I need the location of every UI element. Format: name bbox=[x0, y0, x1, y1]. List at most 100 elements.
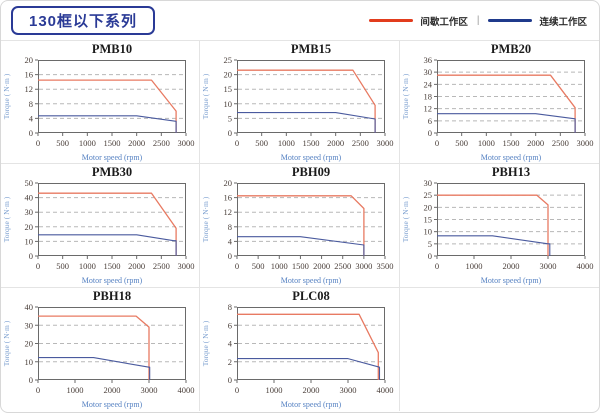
chart-title: PMB15 bbox=[291, 42, 331, 56]
y-tick-label: 12 bbox=[223, 208, 232, 218]
y-tick-label: 20 bbox=[24, 222, 33, 232]
y-tick-label: 20 bbox=[423, 203, 432, 213]
plot-frame bbox=[37, 307, 186, 381]
x-tick-label: 0 bbox=[235, 385, 239, 395]
plot-frame bbox=[436, 60, 585, 134]
chart-title: PLC08 bbox=[292, 289, 330, 303]
intermittent-legend-label: 间歇工作区 bbox=[420, 16, 468, 28]
y-tick-label: 30 bbox=[423, 67, 432, 77]
y-tick-label: 25 bbox=[423, 191, 432, 201]
x-tick-label: 2000 bbox=[313, 261, 330, 271]
x-tick-label: 1500 bbox=[302, 138, 319, 148]
plot-frame bbox=[236, 307, 385, 381]
chart-plot-pmb15: PMB15 0 5 10 15 20 25 0 500 1000 1500 2000 2500 3000 M… bbox=[201, 42, 394, 162]
continuous-curve bbox=[37, 115, 177, 134]
chart-title: PBH18 bbox=[93, 289, 131, 303]
x-tick-label: 2000 bbox=[128, 261, 145, 271]
x-tick-label: 3000 bbox=[576, 138, 593, 148]
chart-plot-pbh09: PBH09 0 4 8 12 16 20 0 500 1000 1500 2000 2500 3000 35… bbox=[201, 165, 394, 285]
y-axis-label: Torque ( N·m ) bbox=[401, 73, 410, 119]
y-tick-label: 0 bbox=[428, 128, 432, 138]
chart-cell-pmb10: PMB10 0 4 8 12 16 20 0 500 1000 1500 2000 2500 3000 Mo… bbox=[1, 41, 201, 165]
header: 130框以下系列 间歇工作区 | 连续工作区 bbox=[1, 1, 599, 41]
y-tick-label: 36 bbox=[423, 55, 432, 65]
x-tick-label: 2500 bbox=[352, 138, 369, 148]
x-tick-label: 4000 bbox=[177, 385, 194, 395]
x-tick-label: 500 bbox=[252, 261, 265, 271]
chart-plot-plc08: PLC08 0 2 4 6 8 0 1000 2000 3000 4000 Motor speed (… bbox=[201, 289, 394, 409]
y-tick-label: 8 bbox=[228, 222, 232, 232]
x-axis-label: Motor speed (rpm) bbox=[281, 276, 342, 285]
chart-title: PBH09 bbox=[292, 165, 330, 179]
x-tick-label: 0 bbox=[235, 138, 239, 148]
x-tick-label: 1500 bbox=[502, 138, 519, 148]
x-tick-label: 2000 bbox=[502, 261, 519, 271]
plot-frame bbox=[236, 60, 385, 134]
continuous-curve bbox=[436, 113, 576, 134]
intermittent-curve bbox=[436, 195, 549, 257]
y-tick-label: 40 bbox=[24, 302, 33, 312]
x-tick-label: 0 bbox=[435, 138, 439, 148]
x-tick-label: 3000 bbox=[355, 261, 372, 271]
y-tick-label: 25 bbox=[223, 55, 232, 65]
y-tick-label: 16 bbox=[223, 193, 232, 203]
chart-cell-pmb20: PMB20 0 6 12 18 24 30 36 0 500 1000 1500 2000 2500 300… bbox=[399, 41, 599, 165]
x-tick-label: 500 bbox=[255, 138, 268, 148]
y-tick-label: 30 bbox=[423, 178, 432, 188]
y-tick-label: 6 bbox=[228, 321, 232, 331]
y-tick-label: 5 bbox=[428, 239, 432, 249]
chart-cell-plc08: PLC08 0 2 4 6 8 0 1000 2000 3000 4000 Motor speed (… bbox=[200, 287, 400, 411]
y-axis-label: Torque ( N·m ) bbox=[401, 197, 410, 243]
x-tick-label: 1500 bbox=[103, 138, 120, 148]
x-tick-label: 0 bbox=[435, 261, 439, 271]
x-tick-label: 2000 bbox=[527, 138, 544, 148]
plot-frame bbox=[37, 60, 186, 134]
chart-title: PMB30 bbox=[92, 165, 132, 179]
continuous-line-swatch bbox=[488, 19, 533, 22]
y-tick-label: 2 bbox=[228, 357, 232, 367]
x-axis-label: Motor speed (rpm) bbox=[281, 153, 342, 162]
x-tick-label: 1500 bbox=[292, 261, 309, 271]
x-tick-label: 3500 bbox=[376, 261, 393, 271]
y-tick-label: 20 bbox=[223, 70, 232, 80]
y-tick-label: 4 bbox=[228, 237, 233, 247]
x-tick-label: 2000 bbox=[302, 385, 319, 395]
y-tick-label: 0 bbox=[228, 128, 232, 138]
legend: 间歇工作区 | 连续工作区 bbox=[369, 14, 587, 28]
x-tick-label: 3000 bbox=[339, 385, 356, 395]
x-tick-label: 3000 bbox=[539, 261, 556, 271]
x-axis-label: Motor speed (rpm) bbox=[81, 276, 142, 285]
x-axis-label: Motor speed (rpm) bbox=[281, 400, 342, 409]
y-tick-label: 0 bbox=[28, 251, 32, 261]
intermittent-curve bbox=[236, 313, 379, 381]
y-tick-label: 30 bbox=[24, 321, 33, 331]
x-tick-label: 2500 bbox=[552, 138, 569, 148]
page-title-text: 130框以下系列 bbox=[29, 13, 138, 30]
chart-plot-pmb20: PMB20 0 6 12 18 24 30 36 0 500 1000 1500 2000 2500 300… bbox=[401, 42, 594, 162]
y-tick-label: 0 bbox=[28, 375, 32, 385]
y-tick-label: 8 bbox=[228, 302, 232, 312]
x-tick-label: 1000 bbox=[66, 385, 83, 395]
continuous-curve bbox=[436, 235, 551, 257]
x-tick-label: 0 bbox=[36, 261, 40, 271]
x-tick-label: 2500 bbox=[152, 138, 169, 148]
y-tick-label: 12 bbox=[423, 104, 432, 114]
x-tick-label: 1000 bbox=[78, 261, 95, 271]
y-tick-label: 5 bbox=[228, 114, 232, 124]
intermittent-curve bbox=[37, 315, 150, 381]
x-tick-label: 2000 bbox=[103, 385, 120, 395]
y-tick-label: 15 bbox=[223, 84, 232, 94]
chart-title: PBH13 bbox=[492, 165, 530, 179]
chart-plot-pbh13: PBH13 0 5 10 15 20 25 30 0 1000 2000 3000 4000 Motor … bbox=[401, 165, 594, 285]
x-tick-label: 3000 bbox=[177, 138, 194, 148]
y-axis-label: Torque ( N·m ) bbox=[201, 197, 210, 243]
y-tick-label: 10 bbox=[24, 357, 33, 367]
x-tick-label: 1000 bbox=[278, 138, 295, 148]
x-tick-label: 0 bbox=[36, 385, 40, 395]
y-tick-label: 10 bbox=[223, 99, 232, 109]
chart-cell-pmb15: PMB15 0 5 10 15 20 25 0 500 1000 1500 2000 2500 3000 M… bbox=[200, 41, 400, 165]
x-tick-label: 4000 bbox=[576, 261, 593, 271]
x-tick-label: 2000 bbox=[128, 138, 145, 148]
x-tick-label: 3000 bbox=[140, 385, 157, 395]
x-tick-label: 0 bbox=[235, 261, 239, 271]
